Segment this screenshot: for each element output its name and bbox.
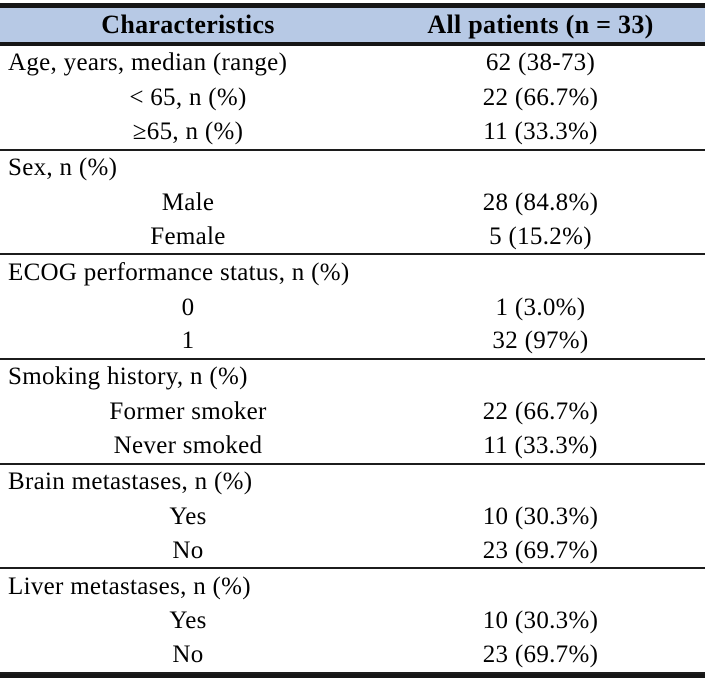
row-label: Yes: [169, 502, 207, 530]
row-label: Sex, n (%): [8, 154, 118, 182]
row-label: No: [172, 641, 204, 669]
table-row: Yes 10 (30.3%): [0, 604, 705, 639]
row-label: Brain metastases, n (%): [8, 467, 253, 495]
row-value: 1 (3.0%): [495, 293, 586, 321]
header-cell-characteristics: Characteristics: [101, 10, 275, 39]
row-label: Never smoked: [113, 432, 263, 460]
table-row: No 23 (69.7%): [0, 639, 705, 674]
row-value: 23 (69.7%): [482, 536, 599, 564]
row-label: Former smoker: [109, 398, 267, 426]
table-row: Brain metastases, n (%): [0, 465, 705, 500]
header-cell-all-patients: All patients (n = 33): [427, 10, 654, 39]
table-header-rule: [0, 42, 705, 46]
table-row: ECOG performance status, n (%): [0, 255, 705, 290]
row-value: 10 (30.3%): [482, 607, 599, 635]
table-row: 1 32 (97%): [0, 325, 705, 360]
table-top-rule: [0, 3, 705, 8]
row-label: Liver metastases, n (%): [8, 572, 251, 600]
row-value: 28 (84.8%): [482, 188, 599, 216]
table-header-row: Characteristics All patients (n = 33): [0, 8, 705, 42]
row-value: 23 (69.7%): [482, 641, 599, 669]
row-label: Smoking history, n (%): [8, 363, 248, 391]
table-row: Yes 10 (30.3%): [0, 499, 705, 534]
row-label: < 65, n (%): [129, 84, 247, 112]
patient-characteristics-table: Characteristics All patients (n = 33) Ag…: [0, 3, 705, 678]
row-value: 11 (33.3%): [483, 432, 598, 460]
row-value: 10 (30.3%): [482, 502, 599, 530]
row-label: Age, years, median (range): [8, 49, 288, 77]
table-row: 0 1 (3.0%): [0, 290, 705, 325]
table-row: Sex, n (%): [0, 151, 705, 186]
row-label: Yes: [169, 607, 207, 635]
row-value: 62 (38-73): [485, 49, 596, 77]
table-row: Age, years, median (range) 62 (38-73): [0, 46, 705, 81]
table-row: Never smoked 11 (33.3%): [0, 430, 705, 465]
row-value: 22 (66.7%): [482, 398, 599, 426]
row-label: 0: [181, 293, 195, 321]
table-row: ≥65, n (%) 11 (33.3%): [0, 116, 705, 151]
row-label: Female: [150, 222, 226, 250]
table-row: Smoking history, n (%): [0, 360, 705, 395]
table-row: Female 5 (15.2%): [0, 220, 705, 256]
row-value: 32 (97%): [492, 327, 589, 355]
row-label: Male: [161, 188, 215, 216]
table-bottom-rule: [0, 673, 705, 678]
row-value: 5 (15.2%): [489, 222, 592, 250]
row-label: 1: [181, 327, 195, 355]
row-label: ECOG performance status, n (%): [8, 258, 350, 286]
row-label: No: [172, 536, 204, 564]
table-row: Former smoker 22 (66.7%): [0, 395, 705, 430]
row-value: 11 (33.3%): [483, 118, 598, 146]
table-row: < 65, n (%) 22 (66.7%): [0, 81, 705, 116]
table-row: No 23 (69.7%): [0, 534, 705, 570]
table-row: Male 28 (84.8%): [0, 186, 705, 221]
row-label: ≥65, n (%): [132, 118, 244, 146]
table-row: Liver metastases, n (%): [0, 569, 705, 604]
table-body: Age, years, median (range) 62 (38-73) < 65…: [0, 46, 705, 674]
row-value: 22 (66.7%): [482, 84, 599, 112]
